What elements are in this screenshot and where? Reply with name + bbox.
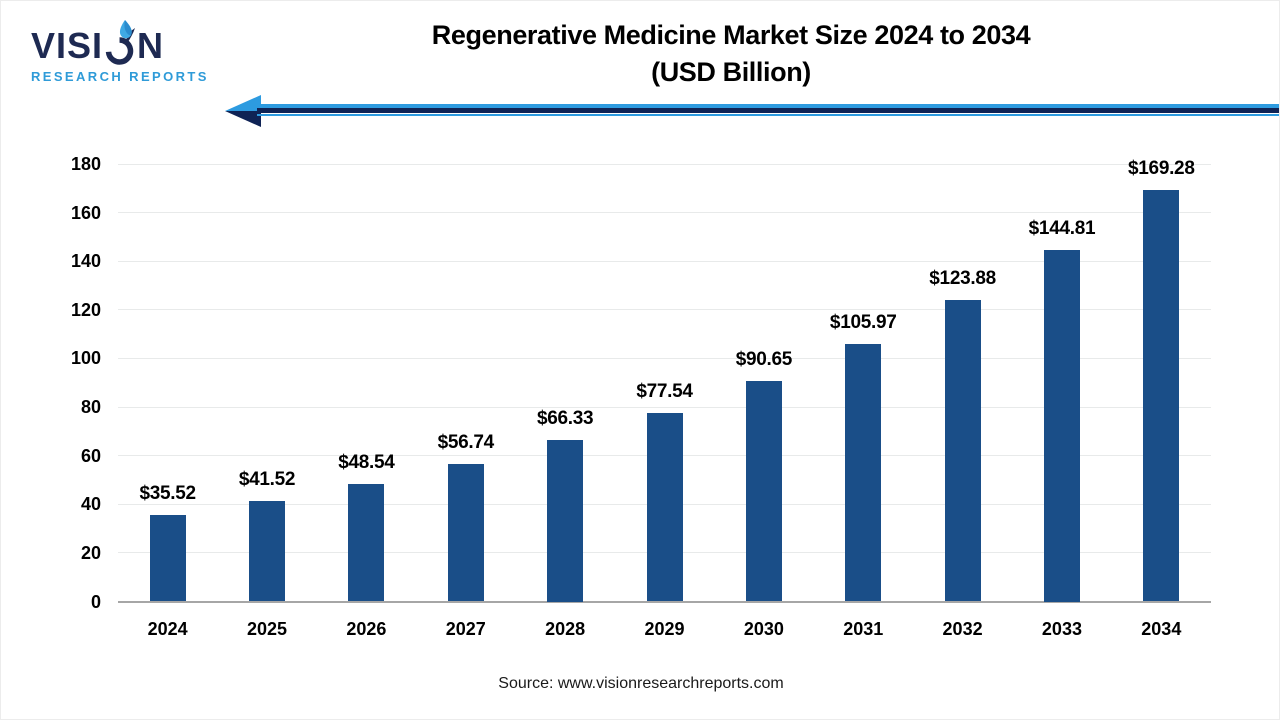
- y-tick-label: 140: [70, 251, 101, 272]
- y-tick-label: 40: [80, 494, 101, 515]
- bar: [1043, 249, 1080, 602]
- y-tick-label: 100: [70, 348, 101, 369]
- bar-value-label: $41.52: [238, 468, 296, 490]
- bar: [149, 515, 186, 602]
- vision-research-reports-logo: VISI N RESEARCH REPORTS: [31, 19, 209, 84]
- gridline: [118, 260, 1211, 262]
- bar-value-label: $35.52: [139, 483, 197, 505]
- bar-value-label: $48.54: [338, 451, 395, 473]
- gridline: [118, 163, 1211, 165]
- bar-value-label: $123.88: [929, 268, 996, 290]
- gridline: [118, 406, 1211, 408]
- gridline: [118, 212, 1211, 214]
- arrow-shaft-middle: [257, 108, 1279, 113]
- x-tick-label: 2030: [743, 619, 784, 639]
- y-tick-label: 0: [90, 591, 101, 612]
- x-tick-label: 2032: [942, 619, 983, 639]
- logo-word-prefix: VISI: [31, 25, 104, 66]
- x-tick-label: 2026: [346, 619, 387, 639]
- x-axis-line: [118, 600, 1211, 603]
- y-tick-label: 80: [80, 397, 101, 418]
- x-tick-label: 2027: [445, 619, 486, 639]
- x-tick-label: 2028: [545, 619, 586, 639]
- x-tick-label: 2033: [1041, 619, 1082, 639]
- bar-value-label: $66.33: [536, 408, 594, 430]
- bar-value-label: $105.97: [829, 311, 897, 333]
- x-tick-label: 2029: [644, 619, 685, 639]
- bar-value-label: $56.74: [437, 431, 495, 453]
- y-tick-label: 160: [70, 202, 101, 223]
- bar: [348, 483, 385, 602]
- bar: [845, 343, 882, 602]
- bar: [547, 440, 584, 602]
- y-tick-label: 120: [70, 299, 101, 320]
- bar-value-label: $77.54: [636, 381, 693, 403]
- arrow-shaft-top: [257, 104, 1279, 108]
- bar: [745, 381, 782, 602]
- gridline: [118, 309, 1211, 311]
- y-tick-label: 20: [80, 542, 101, 563]
- bar: [1143, 190, 1180, 602]
- x-tick-label: 2034: [1141, 619, 1182, 639]
- logo-droplet-highlight: [124, 20, 132, 36]
- chart-title: Regenerative Medicine Market Size 2024 t…: [231, 17, 1231, 91]
- source-note: Source: www.visionresearchreports.com: [498, 675, 784, 692]
- bar: [646, 413, 683, 602]
- x-tick-label: 2031: [843, 619, 884, 639]
- x-tick-label: 2025: [247, 619, 288, 639]
- logo-word-suffix: N: [137, 25, 165, 66]
- gridline: [118, 357, 1211, 359]
- bar: [249, 500, 286, 602]
- y-tick-label: 180: [70, 154, 101, 174]
- logo-o-droplet-icon: [105, 20, 136, 65]
- bar: [944, 300, 981, 602]
- bar-value-label: $169.28: [1128, 158, 1195, 180]
- arrow-head-icon: [225, 95, 261, 127]
- y-tick-label: 60: [80, 445, 101, 466]
- bar-value-label: $90.65: [735, 349, 793, 371]
- bar-value-label: $144.81: [1028, 217, 1096, 239]
- bar: [447, 463, 484, 602]
- chart-title-line1: Regenerative Medicine Market Size 2024 t…: [431, 20, 1031, 50]
- x-tick-label: 2024: [147, 619, 188, 639]
- chart-title-line2: (USD Billion): [651, 57, 811, 87]
- arrow-shaft-bottom: [257, 114, 1279, 116]
- logo-wordmark: VISI N: [31, 19, 209, 66]
- logo-subtitle: RESEARCH REPORTS: [31, 69, 209, 84]
